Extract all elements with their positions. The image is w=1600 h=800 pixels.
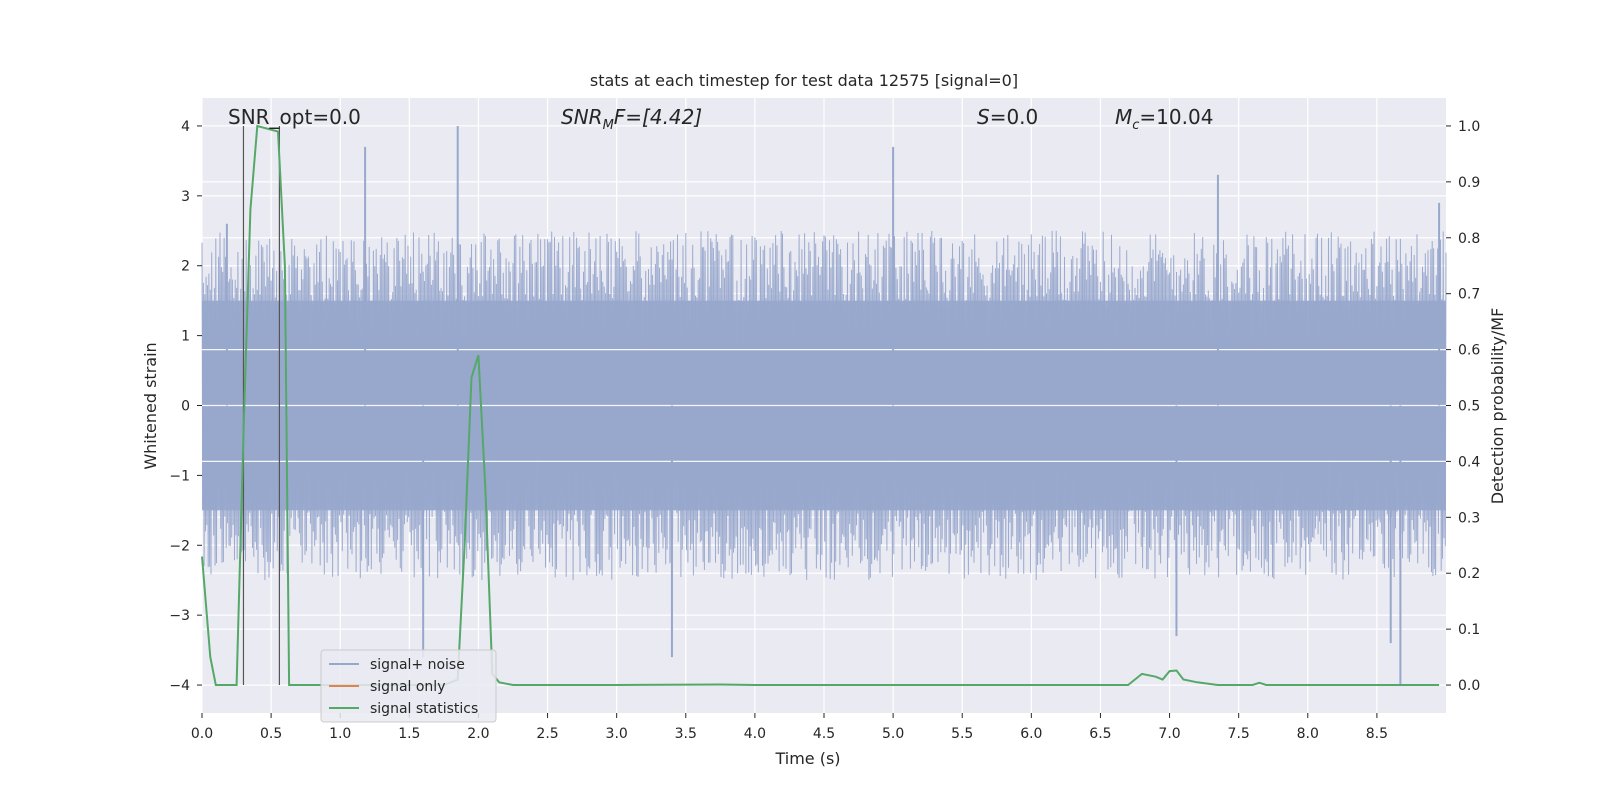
x-tick-label: 5.0: [882, 726, 904, 742]
x-tick-label: 7.0: [1158, 726, 1180, 742]
annotation-snr-mf: SNRMF=[4.42]: [561, 105, 702, 133]
y-left-tick-label: 0: [181, 399, 190, 415]
y-right-tick-label: 0.4: [1458, 454, 1480, 470]
legend-label-signal-noise: signal+ noise: [370, 657, 465, 673]
y-right-tick-label: 0.9: [1458, 175, 1480, 191]
x-tick-label: 6.5: [1089, 726, 1111, 742]
annotation-s-sym: S: [977, 105, 990, 129]
y-right-tick-label: 0.8: [1458, 231, 1480, 247]
x-tick-label: 4.5: [813, 726, 835, 742]
x-tick-label: 8.5: [1366, 726, 1388, 742]
y-right-axis-label: Detection probability/MF: [1488, 308, 1507, 505]
x-tick-label: 0.5: [260, 726, 282, 742]
y-right-tick-label: 1.0: [1458, 119, 1480, 135]
x-tick-label: 6.0: [1020, 726, 1042, 742]
legend-label-signal-statistics: signal statistics: [370, 701, 478, 717]
signal-noise-trace: [201, 230, 1447, 581]
x-tick-label: 4.0: [744, 726, 766, 742]
x-tick-label: 0.0: [191, 726, 213, 742]
annotation-mc-sub: c: [1132, 118, 1139, 133]
legend-label-signal-only: signal only: [370, 679, 445, 695]
y-right-tick-label: 0.1: [1458, 622, 1480, 638]
chart-title: stats at each timestep for test data 125…: [590, 71, 1018, 90]
annotation-snr-opt: SNR_opt=0.0: [228, 105, 361, 129]
annotation-snr-mf-base: SNR: [561, 105, 603, 129]
annotation-s-rest: =0.0: [990, 105, 1039, 129]
y-left-tick-label: 4: [181, 119, 190, 135]
x-tick-label: 3.5: [675, 726, 697, 742]
x-tick-label: 1.0: [329, 726, 351, 742]
y-left-tick-label: 3: [181, 189, 190, 205]
y-left-axis-label: Whitened strain: [141, 342, 160, 469]
x-axis-ticks: 0.0 0.5 1.0 1.5 2.0 2.5 3.0 3.5 4.0 4.5 5.0 5.5 6.0 6…: [191, 713, 1388, 742]
x-axis-label: Time (s): [774, 749, 840, 768]
x-tick-label: 1.5: [398, 726, 420, 742]
legend-box: [320, 649, 497, 723]
x-tick-label: 8.0: [1297, 726, 1319, 742]
y-left-tick-label: −4: [169, 678, 190, 694]
annotation-mc-rest: =10.04: [1139, 105, 1213, 129]
x-tick-label: 2.5: [536, 726, 558, 742]
y-right-tick-label: 0.5: [1458, 399, 1480, 415]
y-left-tick-label: −3: [169, 608, 190, 624]
y-right-tick-label: 0.0: [1458, 678, 1480, 694]
y-right-axis-ticks: 1.0 0.9 0.8 0.7 0.6 0.5 0.4 0.3 0.2 0.1 0.0: [1446, 119, 1480, 694]
signal-noise-series: [201, 125, 1447, 686]
x-tick-label: 2.0: [467, 726, 489, 742]
annotation-s: S=0.0: [977, 105, 1038, 129]
y-right-tick-label: 0.2: [1458, 566, 1480, 582]
y-left-axis-ticks: 4 3 2 1 0 −1 −2 −3 −4: [169, 119, 202, 694]
legend: signal+ noise signal only signal statist…: [320, 649, 497, 723]
x-tick-label: 3.0: [606, 726, 628, 742]
y-right-tick-label: 0.6: [1458, 343, 1480, 359]
annotation-snr-mf-rest: F=[4.42]: [614, 105, 702, 129]
x-tick-label: 7.5: [1228, 726, 1250, 742]
y-left-tick-label: −1: [169, 468, 190, 484]
y-left-tick-label: 2: [181, 259, 190, 275]
y-left-tick-label: 1: [181, 329, 190, 345]
annotation-snr-mf-sub: M: [603, 118, 614, 133]
annotation-mc: Mc=10.04: [1115, 105, 1213, 133]
y-right-tick-label: 0.7: [1458, 287, 1480, 303]
annotation-mc-sym: M: [1115, 105, 1132, 129]
y-right-tick-label: 0.3: [1458, 510, 1480, 526]
x-tick-label: 5.5: [951, 726, 973, 742]
y-left-tick-label: −2: [169, 538, 190, 554]
